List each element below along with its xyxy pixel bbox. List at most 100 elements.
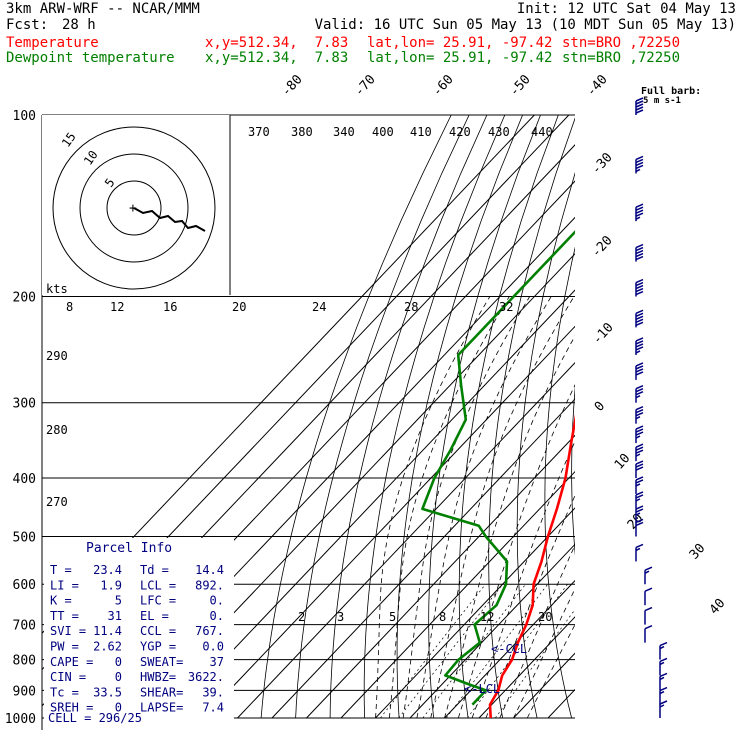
dry-adiabat-label: 280 bbox=[46, 423, 68, 437]
isotherm-line bbox=[306, 434, 575, 719]
wind-barb bbox=[635, 309, 644, 328]
moist-adiabat-line bbox=[513, 587, 575, 719]
parcel-info-field: 11.4 bbox=[93, 624, 122, 638]
wind-barb-flag bbox=[635, 368, 644, 373]
dry-adiabat-line bbox=[488, 117, 575, 719]
wind-barb-flag bbox=[635, 405, 644, 411]
wind-barb-flag bbox=[635, 408, 644, 414]
wind-barb-flag bbox=[635, 243, 644, 249]
wind-barb-half bbox=[635, 435, 641, 439]
isotherm-tick-label: -50 bbox=[507, 72, 534, 99]
isotherm-line bbox=[340, 470, 575, 719]
wind-barb-flag bbox=[659, 672, 668, 678]
dewpoint-latlon: lat,lon= 25.91, -97.42 bbox=[367, 50, 553, 66]
dewpoint-profile bbox=[421, 230, 575, 706]
wind-barb bbox=[659, 686, 668, 705]
pressure-tick-label: 200 bbox=[13, 291, 36, 306]
isotherm-tick-label: 0 bbox=[592, 399, 608, 415]
parcel-info-field: YGP = bbox=[140, 640, 176, 654]
dry-adiabat-line bbox=[295, 115, 470, 719]
wind-barb-half bbox=[635, 483, 641, 487]
parcel-info-field: 0. bbox=[210, 609, 224, 623]
wind-barb-half bbox=[659, 690, 665, 695]
parcel-cell: CELL = 296/25 bbox=[48, 711, 142, 725]
wind-barb bbox=[635, 518, 644, 537]
wind-barb-flag bbox=[635, 449, 644, 454]
wind-barb-half bbox=[635, 453, 641, 457]
parcel-info-field: 892. bbox=[195, 578, 224, 592]
theta-e-label: 440 bbox=[531, 125, 553, 139]
wind-barb-flag bbox=[659, 700, 668, 705]
parcel-info-field: 37 bbox=[210, 655, 224, 669]
temperature-legend-label: Temperature bbox=[6, 35, 99, 51]
wind-barb-flag bbox=[635, 321, 644, 327]
wind-barb-flag bbox=[635, 206, 644, 211]
isotherm-tick-label: 30 bbox=[687, 541, 709, 563]
temperature-xy: x,y=512.34, 7.83 bbox=[205, 35, 349, 51]
dry-adiabat-line bbox=[717, 115, 740, 718]
hodograph-ring bbox=[52, 126, 216, 290]
mixing-ratio-label: 3 bbox=[337, 610, 344, 624]
wind-barb-flag bbox=[635, 491, 644, 496]
mixing-ratio-label: 5 bbox=[389, 610, 396, 624]
wind-barb-flag bbox=[635, 343, 644, 348]
mixing-ratio-label: 32 bbox=[499, 300, 513, 314]
wind-barb-flag bbox=[635, 281, 644, 287]
temperature-latlon: lat,lon= 25.91, -97.42 bbox=[367, 35, 553, 51]
mixing-ratio-label: 2 bbox=[298, 610, 305, 624]
isotherm-line bbox=[202, 325, 575, 719]
parcel-info-field: PW = bbox=[50, 640, 79, 654]
barb-legend-line1: Full barb: bbox=[641, 86, 701, 97]
wind-barb-flag bbox=[635, 446, 644, 451]
wind-barb bbox=[635, 543, 644, 562]
wind-barb-flag bbox=[635, 431, 644, 436]
moist-adiabat-line bbox=[471, 440, 575, 719]
mixing-ratio-label: 20 bbox=[538, 610, 552, 624]
wind-barb-flag bbox=[644, 587, 653, 592]
wind-barb-flag bbox=[635, 411, 644, 417]
wind-barb bbox=[635, 443, 644, 462]
parcel-info-field: SVI = bbox=[50, 624, 86, 638]
parcel-info-field: SHEAR= bbox=[140, 685, 183, 699]
wind-barb-flag bbox=[635, 97, 644, 102]
lcl-marker: <-LCL bbox=[464, 682, 500, 696]
wind-barb bbox=[659, 657, 668, 676]
wind-barb-flag bbox=[635, 337, 644, 342]
wind-barb-half bbox=[635, 512, 641, 516]
pressure-tick-label: 500 bbox=[13, 530, 36, 545]
wind-barb-half bbox=[635, 498, 641, 502]
wind-barb-flag bbox=[635, 103, 644, 108]
wind-barb-flag bbox=[635, 388, 644, 393]
wind-barb bbox=[635, 476, 644, 494]
mixing-ratio-label: 16 bbox=[163, 300, 177, 314]
mixing-ratio-label: 12 bbox=[480, 610, 494, 624]
isotherm-tick-label: -10 bbox=[590, 320, 617, 347]
mixing-ratio-label: 8 bbox=[66, 300, 73, 314]
wind-barb-flag bbox=[635, 476, 644, 481]
wind-barb-half bbox=[635, 168, 641, 173]
wind-barb-flag bbox=[635, 164, 644, 170]
wind-barb-flag bbox=[635, 460, 644, 465]
isotherm-line bbox=[271, 398, 575, 719]
wind-barb-flag bbox=[635, 494, 644, 499]
isotherm-tick-label: -70 bbox=[352, 72, 379, 99]
hodo-ring-label: 15 bbox=[59, 130, 79, 150]
pressure-tick-label: 1000 bbox=[5, 712, 36, 727]
parcel-info-field: LCL = bbox=[140, 578, 176, 592]
wind-barb-flag bbox=[635, 518, 644, 524]
dry-adiabat-line bbox=[647, 115, 709, 718]
parcel-info-field: LAPSE= bbox=[140, 701, 183, 715]
isotherm-line bbox=[409, 543, 575, 719]
isotherm-tick-label: -40 bbox=[584, 72, 611, 99]
wind-barb-flag bbox=[659, 641, 668, 647]
wind-barb-flag bbox=[635, 158, 644, 164]
wind-barb bbox=[644, 587, 653, 606]
wind-barb-flag bbox=[635, 521, 644, 527]
wind-barb bbox=[635, 155, 644, 174]
dry-adiabat-line bbox=[516, 172, 575, 719]
ccl-marker: <-CCL bbox=[491, 642, 527, 656]
wind-barb bbox=[635, 278, 644, 297]
wind-barb-flag bbox=[635, 508, 644, 513]
wind-barb-flag bbox=[635, 249, 644, 255]
wind-barb bbox=[635, 425, 644, 444]
